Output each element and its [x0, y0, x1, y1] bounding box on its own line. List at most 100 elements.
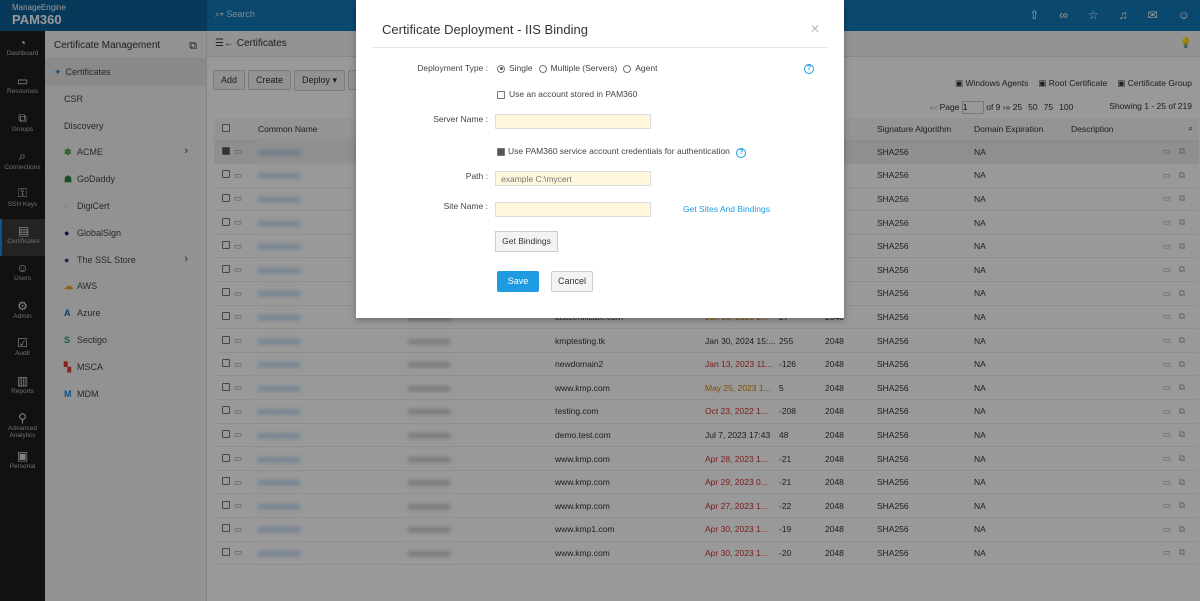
chevron-right-icon[interactable]: ›	[184, 145, 188, 158]
deploy-icon[interactable]: ▭	[1162, 429, 1171, 440]
nav-item-reports[interactable]: ▥ Reports	[0, 369, 45, 407]
renew-icon[interactable]: ⧉	[1178, 287, 1185, 298]
common-name-cell[interactable]: xxxxxxxxxx	[258, 328, 408, 353]
select-all-header[interactable]	[214, 118, 234, 141]
renew-icon[interactable]: ⧉	[1178, 547, 1185, 558]
site-name-input[interactable]	[495, 202, 651, 217]
deploy-icon[interactable]: ▭	[1162, 547, 1171, 558]
deploy-icon[interactable]: ▭	[1162, 193, 1171, 204]
select-all-checkbox[interactable]	[222, 123, 230, 132]
sidebar-item-godaddy[interactable]: ☗ GoDaddy	[45, 166, 206, 193]
radio-multiple-servers-[interactable]: Multiple (Servers)	[538, 63, 617, 73]
page-input[interactable]	[961, 101, 984, 114]
sidebar-item-discovery[interactable]: Discovery	[45, 113, 206, 140]
user-star-icon[interactable]: ☆	[1087, 8, 1099, 22]
table-row[interactable]: ▭ xxxxxxxxxx xxxxxxxxxx demo.test.com Jul 7,…	[214, 423, 1199, 448]
row-checkbox[interactable]	[222, 311, 230, 320]
toolbar-button-0[interactable]: Add	[213, 70, 246, 90]
chevron-right-icon[interactable]: ›	[184, 252, 188, 265]
renew-icon[interactable]: ⧉	[1178, 523, 1185, 534]
table-row[interactable]: ▭ xxxxxxxxxx xxxxxxxxxx www.kmp.com Apr 30, …	[214, 541, 1199, 566]
renew-icon[interactable]: ⧉	[1178, 311, 1185, 322]
common-name-cell[interactable]: xxxxxxxxxx	[258, 423, 408, 448]
row-checkbox[interactable]	[222, 500, 230, 509]
search-box[interactable]: ⌕▾ Search	[215, 9, 255, 20]
toolbar-button-2[interactable]: Deploy ▾	[294, 70, 346, 91]
collapse-menu-icon[interactable]: ☰←	[215, 38, 237, 49]
common-name-cell[interactable]: xxxxxxxxxx	[258, 446, 408, 471]
renew-icon[interactable]: ⧉	[1178, 335, 1185, 346]
table-row[interactable]: ▭ xxxxxxxxxx xxxxxxxxxx testing.com Oct 23, …	[214, 399, 1199, 424]
radio-agent[interactable]: Agent	[623, 63, 657, 73]
table-row[interactable]: ▭ xxxxxxxxxx xxxxxxxxxx www.kmp.com May 25, …	[214, 375, 1199, 401]
deploy-icon[interactable]: ▭	[1162, 500, 1171, 511]
sidebar-item-msca[interactable]: ▚ MSCA	[45, 354, 206, 381]
sidebar-item-acme[interactable]: ✽ ACME ›	[45, 139, 206, 166]
radio-button[interactable]	[538, 64, 547, 73]
row-checkbox[interactable]	[222, 241, 230, 250]
renew-icon[interactable]: ⧉	[1178, 358, 1185, 369]
deploy-icon[interactable]: ▭	[1162, 358, 1171, 369]
link-root-certificate[interactable]: ▣ Root Certificate	[1038, 78, 1107, 89]
nav-item-personal[interactable]: ▣ Personal	[0, 444, 45, 482]
renew-icon[interactable]: ⧉	[1178, 476, 1185, 487]
deploy-icon[interactable]: ▭	[1162, 405, 1171, 416]
deploy-icon[interactable]: ▭	[1162, 335, 1171, 346]
row-checkbox[interactable]	[222, 382, 230, 391]
renew-icon[interactable]: ⧉	[1178, 500, 1185, 511]
deploy-icon[interactable]: ▭	[1162, 217, 1171, 228]
link-windows-agents[interactable]: ▣ Windows Agents	[955, 78, 1028, 89]
deploy-icon[interactable]: ▭	[1162, 311, 1171, 322]
nav-item-admin[interactable]: ⚙ Admin	[0, 294, 45, 332]
row-checkbox[interactable]	[222, 335, 230, 344]
row-checkbox[interactable]	[222, 146, 230, 155]
table-row[interactable]: ▭ xxxxxxxxxx xxxxxxxxxx www.kmp1.com Apr 30,…	[214, 517, 1199, 542]
sidebar-item-digicert[interactable]: ◌ DigiCert	[45, 193, 206, 220]
row-checkbox[interactable]	[222, 264, 230, 273]
path-input[interactable]	[495, 171, 651, 186]
renew-icon[interactable]: ⧉	[1178, 429, 1185, 440]
sidebar-item-certificates[interactable]: ✦ Certificates	[45, 59, 206, 86]
get-bindings-button[interactable]: Get Bindings	[495, 231, 558, 252]
nav-item-groups[interactable]: ⧉ Groups	[0, 106, 45, 144]
brand-logo[interactable]: ManageEngine PAM360	[0, 0, 207, 31]
row-checkbox[interactable]	[222, 406, 230, 415]
service-account-checkbox[interactable]: Use PAM360 service account credentials f…	[497, 146, 747, 158]
row-checkbox[interactable]	[222, 547, 230, 556]
help-icon[interactable]: ?	[804, 64, 814, 74]
radio-button[interactable]	[497, 64, 505, 73]
sidebar-item-aws[interactable]: ☁ AWS	[45, 273, 206, 300]
sidebar-item-globalsign[interactable]: ● GlobalSign	[45, 220, 206, 247]
renew-icon[interactable]: ⧉	[1178, 169, 1185, 180]
link-icon[interactable]: ∞	[1059, 8, 1068, 22]
common-name-cell[interactable]: xxxxxxxxxx	[258, 352, 408, 377]
table-row[interactable]: ▭ xxxxxxxxxx xxxxxxxxxx www.kmp.com Apr 29, …	[214, 470, 1199, 495]
row-checkbox[interactable]	[222, 193, 230, 202]
row-checkbox[interactable]	[222, 359, 230, 368]
table-row[interactable]: ▭ xxxxxxxxxx xxxxxxxxxx newdomain2 Jan 13, 2…	[214, 352, 1199, 377]
link-certificate-group[interactable]: ▣ Certificate Group	[1117, 78, 1192, 89]
deploy-icon[interactable]: ▭	[1162, 382, 1171, 393]
radio-single[interactable]: Single	[497, 63, 533, 73]
deploy-icon[interactable]: ▭	[1162, 169, 1171, 180]
nav-item-ssh-keys[interactable]: ⚿ SSH Keys	[0, 181, 45, 219]
table-row[interactable]: ▭ xxxxxxxxxx xxxxxxxxxx www.kmp.com Apr 28, …	[214, 446, 1199, 471]
server-name-input[interactable]	[495, 114, 651, 129]
common-name-cell[interactable]: xxxxxxxxxx	[258, 375, 408, 401]
page-size-option[interactable]: 100	[1059, 102, 1074, 112]
row-checkbox[interactable]	[222, 524, 230, 533]
row-checkbox[interactable]	[222, 453, 230, 462]
deploy-icon[interactable]: ▭	[1162, 264, 1171, 275]
sidebar-item-the-ssl-store[interactable]: ● The SSL Store ›	[45, 247, 206, 274]
page-size-option[interactable]: 50	[1028, 102, 1038, 112]
nav-item-resources[interactable]: ▭ Resources	[0, 69, 45, 107]
switch-view-icon[interactable]: ⧉	[189, 40, 197, 52]
renew-icon[interactable]: ⧉	[1178, 453, 1185, 464]
deploy-icon[interactable]: ▭	[1162, 240, 1171, 251]
toolbar-button-1[interactable]: Create	[248, 70, 292, 90]
row-checkbox[interactable]	[222, 217, 230, 226]
sidebar-item-azure[interactable]: A Azure	[45, 300, 206, 327]
common-name-cell[interactable]: xxxxxxxxxx	[258, 470, 408, 495]
page-size-option[interactable]: 75	[1043, 102, 1054, 112]
table-search-icon[interactable]: ⌕	[1141, 118, 1199, 141]
